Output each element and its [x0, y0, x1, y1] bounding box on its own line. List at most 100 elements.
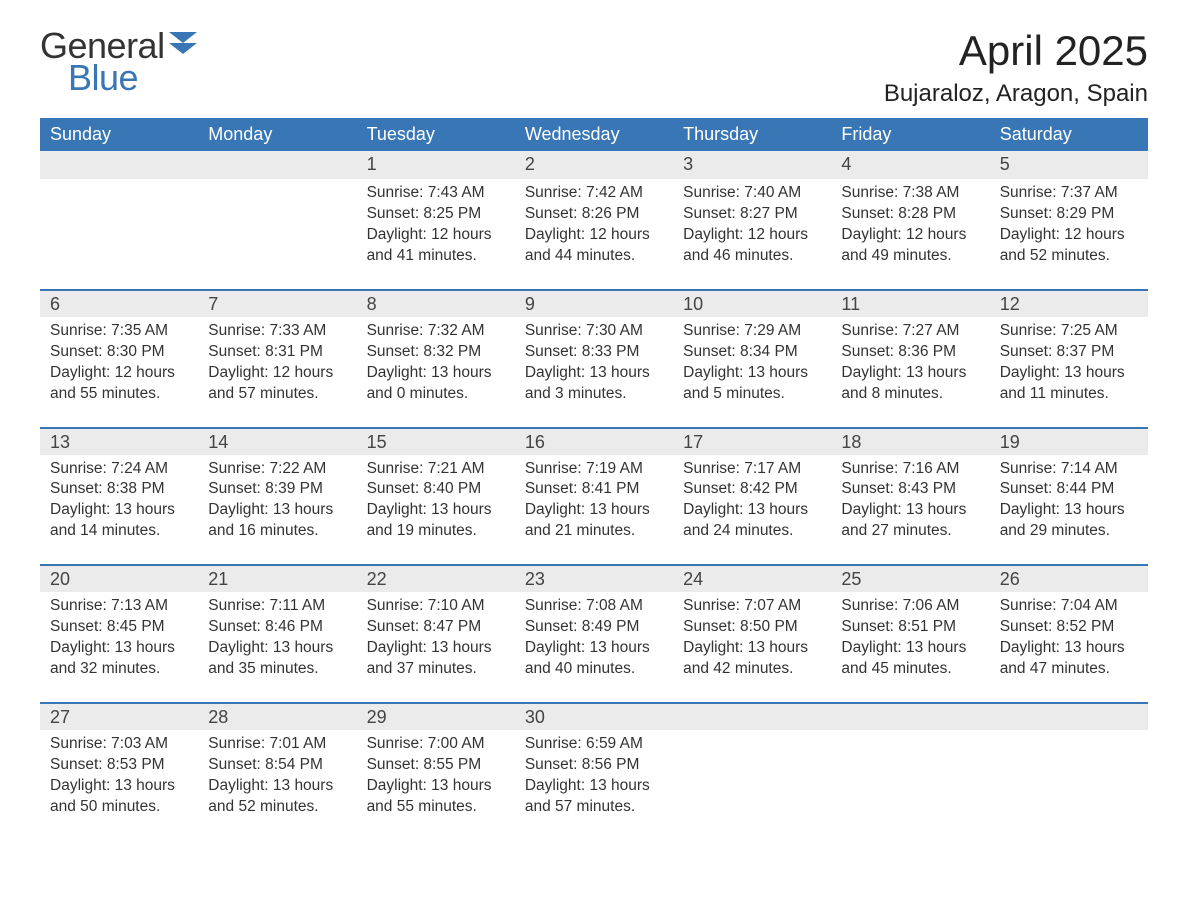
sunset-line: Sunset: 8:38 PM	[50, 479, 188, 500]
calendar-day-cell: 4Sunrise: 7:38 AMSunset: 8:28 PMDaylight…	[831, 151, 989, 289]
day-body: Sunrise: 7:42 AMSunset: 8:26 PMDaylight:…	[515, 179, 673, 289]
sunrise-line: Sunrise: 7:00 AM	[367, 734, 505, 755]
title-block: April 2025 Bujaraloz, Aragon, Spain	[884, 28, 1148, 108]
logo-text-blue: Blue	[68, 60, 203, 96]
daylight-line: Daylight: 13 hours and 19 minutes.	[367, 500, 505, 542]
calendar-day-cell: 8Sunrise: 7:32 AMSunset: 8:32 PMDaylight…	[357, 289, 515, 427]
logo: General Blue	[40, 28, 203, 96]
calendar-day-cell: 3Sunrise: 7:40 AMSunset: 8:27 PMDaylight…	[673, 151, 831, 289]
sunrise-line: Sunrise: 7:13 AM	[50, 596, 188, 617]
daylight-line: Daylight: 13 hours and 11 minutes.	[1000, 363, 1138, 405]
sunset-line: Sunset: 8:27 PM	[683, 204, 821, 225]
daylight-line: Daylight: 13 hours and 14 minutes.	[50, 500, 188, 542]
daylight-line: Daylight: 13 hours and 35 minutes.	[208, 638, 346, 680]
day-body: Sunrise: 7:03 AMSunset: 8:53 PMDaylight:…	[40, 730, 198, 840]
calendar-week-row: 6Sunrise: 7:35 AMSunset: 8:30 PMDaylight…	[40, 289, 1148, 427]
day-body	[673, 730, 831, 756]
weekday-header: Tuesday	[357, 118, 515, 151]
month-title: April 2025	[884, 28, 1148, 74]
daylight-line: Daylight: 13 hours and 5 minutes.	[683, 363, 821, 405]
sunset-line: Sunset: 8:43 PM	[841, 479, 979, 500]
day-number	[831, 702, 989, 730]
sunset-line: Sunset: 8:33 PM	[525, 342, 663, 363]
calendar-day-cell: 22Sunrise: 7:10 AMSunset: 8:47 PMDayligh…	[357, 564, 515, 702]
sunrise-line: Sunrise: 7:14 AM	[1000, 459, 1138, 480]
day-body: Sunrise: 7:27 AMSunset: 8:36 PMDaylight:…	[831, 317, 989, 427]
day-number: 6	[40, 289, 198, 317]
calendar-day-cell: 24Sunrise: 7:07 AMSunset: 8:50 PMDayligh…	[673, 564, 831, 702]
daylight-line: Daylight: 13 hours and 27 minutes.	[841, 500, 979, 542]
daylight-line: Daylight: 12 hours and 57 minutes.	[208, 363, 346, 405]
sunrise-line: Sunrise: 7:08 AM	[525, 596, 663, 617]
day-body: Sunrise: 7:11 AMSunset: 8:46 PMDaylight:…	[198, 592, 356, 702]
weekday-header: Saturday	[990, 118, 1148, 151]
day-number: 24	[673, 564, 831, 592]
sunset-line: Sunset: 8:46 PM	[208, 617, 346, 638]
sunrise-line: Sunrise: 7:33 AM	[208, 321, 346, 342]
calendar-week-row: 20Sunrise: 7:13 AMSunset: 8:45 PMDayligh…	[40, 564, 1148, 702]
sunset-line: Sunset: 8:32 PM	[367, 342, 505, 363]
daylight-line: Daylight: 13 hours and 37 minutes.	[367, 638, 505, 680]
day-body: Sunrise: 7:04 AMSunset: 8:52 PMDaylight:…	[990, 592, 1148, 702]
day-number: 3	[673, 151, 831, 179]
day-number	[40, 151, 198, 179]
calendar-day-cell: 20 Sunrise: 7:13 AMSunset: 8:45 PMDayligh…	[40, 564, 198, 702]
sunset-line: Sunset: 8:26 PM	[525, 204, 663, 225]
day-body: Sunrise: 7:40 AMSunset: 8:27 PMDaylight:…	[673, 179, 831, 289]
day-number: 12	[990, 289, 1148, 317]
daylight-line: Daylight: 13 hours and 21 minutes.	[525, 500, 663, 542]
daylight-line: Daylight: 13 hours and 32 minutes.	[50, 638, 188, 680]
day-number: 7	[198, 289, 356, 317]
weekday-header: Monday	[198, 118, 356, 151]
calendar-day-cell: 11Sunrise: 7:27 AMSunset: 8:36 PMDayligh…	[831, 289, 989, 427]
calendar-table: SundayMondayTuesdayWednesdayThursdayFrid…	[40, 118, 1148, 839]
sunrise-line: Sunrise: 7:21 AM	[367, 459, 505, 480]
sunrise-line: Sunrise: 7:30 AM	[525, 321, 663, 342]
weekday-header: Sunday	[40, 118, 198, 151]
sunset-line: Sunset: 8:29 PM	[1000, 204, 1138, 225]
day-number: 18	[831, 427, 989, 455]
calendar-day-cell: 15Sunrise: 7:21 AMSunset: 8:40 PMDayligh…	[357, 427, 515, 565]
day-number	[990, 702, 1148, 730]
calendar-day-cell: 16Sunrise: 7:19 AMSunset: 8:41 PMDayligh…	[515, 427, 673, 565]
calendar-day-cell: 9Sunrise: 7:30 AMSunset: 8:33 PMDaylight…	[515, 289, 673, 427]
sunrise-line: Sunrise: 7:11 AM	[208, 596, 346, 617]
day-body: Sunrise: 7:06 AMSunset: 8:51 PMDaylight:…	[831, 592, 989, 702]
daylight-line: Daylight: 13 hours and 0 minutes.	[367, 363, 505, 405]
daylight-line: Daylight: 13 hours and 24 minutes.	[683, 500, 821, 542]
sunset-line: Sunset: 8:54 PM	[208, 755, 346, 776]
sunset-line: Sunset: 8:40 PM	[367, 479, 505, 500]
sunset-line: Sunset: 8:25 PM	[367, 204, 505, 225]
day-number: 16	[515, 427, 673, 455]
daylight-line: Daylight: 12 hours and 44 minutes.	[525, 225, 663, 267]
sunset-line: Sunset: 8:34 PM	[683, 342, 821, 363]
daylight-line: Daylight: 13 hours and 50 minutes.	[50, 776, 188, 818]
location: Bujaraloz, Aragon, Spain	[884, 80, 1148, 108]
daylight-line: Daylight: 13 hours and 57 minutes.	[525, 776, 663, 818]
weekday-header: Wednesday	[515, 118, 673, 151]
sunset-line: Sunset: 8:51 PM	[841, 617, 979, 638]
day-number: 20	[40, 564, 198, 592]
day-body: Sunrise: 7:00 AMSunset: 8:55 PMDaylight:…	[357, 730, 515, 840]
calendar-day-cell: 6Sunrise: 7:35 AMSunset: 8:30 PMDaylight…	[40, 289, 198, 427]
sunset-line: Sunset: 8:49 PM	[525, 617, 663, 638]
sunrise-line: Sunrise: 7:04 AM	[1000, 596, 1138, 617]
calendar-day-cell: 7Sunrise: 7:33 AMSunset: 8:31 PMDaylight…	[198, 289, 356, 427]
day-number: 17	[673, 427, 831, 455]
day-number: 19	[990, 427, 1148, 455]
day-number: 8	[357, 289, 515, 317]
sunset-line: Sunset: 8:45 PM	[50, 617, 188, 638]
day-number: 29	[357, 702, 515, 730]
sunrise-line: Sunrise: 7:17 AM	[683, 459, 821, 480]
calendar-day-cell: 25Sunrise: 7:06 AMSunset: 8:51 PMDayligh…	[831, 564, 989, 702]
calendar-day-cell: 13Sunrise: 7:24 AMSunset: 8:38 PMDayligh…	[40, 427, 198, 565]
daylight-line: Daylight: 13 hours and 55 minutes.	[367, 776, 505, 818]
daylight-line: Daylight: 12 hours and 46 minutes.	[683, 225, 821, 267]
day-body	[990, 730, 1148, 756]
calendar-day-cell	[673, 702, 831, 840]
sunset-line: Sunset: 8:28 PM	[841, 204, 979, 225]
calendar-day-cell: 21Sunrise: 7:11 AMSunset: 8:46 PMDayligh…	[198, 564, 356, 702]
sunrise-line: Sunrise: 7:43 AM	[367, 183, 505, 204]
day-body: Sunrise: 7:19 AMSunset: 8:41 PMDaylight:…	[515, 455, 673, 565]
page-header: General Blue April 2025 Bujaraloz, Arago…	[40, 28, 1148, 108]
